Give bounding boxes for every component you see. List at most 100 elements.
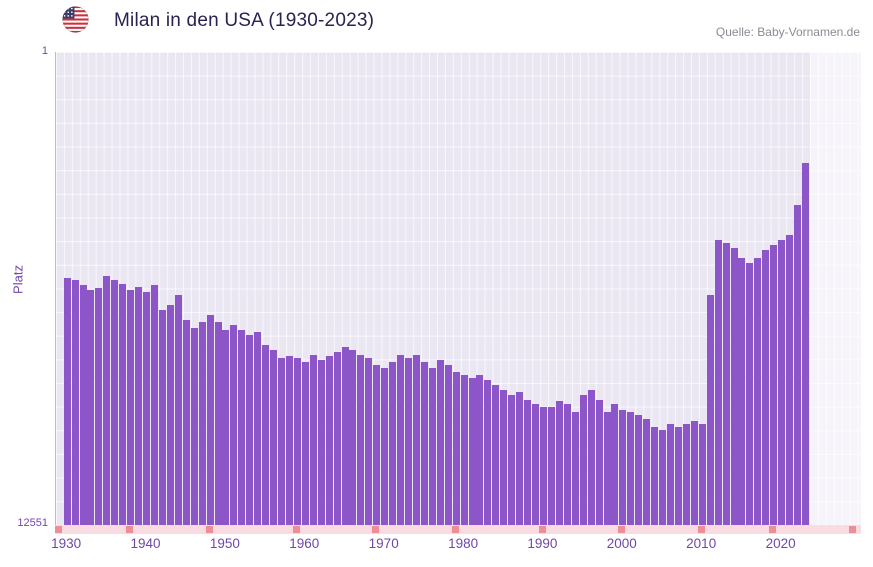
- bar-1960[interactable]: [301, 361, 309, 525]
- bar-1962[interactable]: [317, 359, 325, 525]
- bar-1979[interactable]: [452, 371, 460, 525]
- bar-1983[interactable]: [484, 379, 492, 525]
- bar-1968[interactable]: [365, 357, 373, 525]
- bar-2014[interactable]: [730, 247, 738, 525]
- bar-1947[interactable]: [198, 321, 206, 525]
- bar-1987[interactable]: [516, 391, 524, 525]
- bar-1957[interactable]: [278, 357, 285, 525]
- bar-1993[interactable]: [563, 404, 571, 525]
- bar-1938[interactable]: [127, 289, 135, 525]
- bar-1954[interactable]: [254, 331, 262, 525]
- bar-2016[interactable]: [746, 263, 754, 525]
- bar-1966[interactable]: [349, 349, 357, 525]
- bar-2011[interactable]: [706, 295, 714, 525]
- bar-1972[interactable]: [397, 354, 405, 525]
- bar-2008[interactable]: [682, 424, 690, 525]
- bar-1940[interactable]: [143, 291, 150, 525]
- bar-1963[interactable]: [325, 355, 333, 525]
- bar-1990[interactable]: [540, 407, 547, 525]
- bar-1964[interactable]: [333, 351, 341, 525]
- bar-1985[interactable]: [500, 389, 508, 525]
- bar-2005[interactable]: [659, 429, 666, 525]
- bar-1948[interactable]: [206, 314, 214, 525]
- bar-1986[interactable]: [508, 394, 516, 525]
- bar-1945[interactable]: [182, 319, 190, 525]
- bar-1982[interactable]: [476, 374, 484, 525]
- bar-1958[interactable]: [285, 355, 293, 525]
- bar-2006[interactable]: [667, 424, 674, 525]
- bar-2010[interactable]: [698, 424, 706, 525]
- bar-1981[interactable]: [468, 377, 476, 525]
- bar-2009[interactable]: [690, 421, 698, 525]
- bar-2019[interactable]: [770, 244, 778, 525]
- bar-1950[interactable]: [222, 329, 230, 525]
- bar-1939[interactable]: [135, 286, 143, 525]
- bar-1965[interactable]: [341, 347, 349, 525]
- bar-1956[interactable]: [270, 349, 277, 525]
- bar-2018[interactable]: [762, 250, 770, 525]
- bar-1971[interactable]: [389, 361, 397, 525]
- bar-2007[interactable]: [674, 427, 682, 525]
- bar-1969[interactable]: [373, 364, 381, 525]
- bar-1953[interactable]: [246, 334, 254, 525]
- bar-1941[interactable]: [150, 284, 158, 525]
- bar-1980[interactable]: [460, 374, 468, 525]
- bar-1933[interactable]: [87, 289, 95, 525]
- bar-2022[interactable]: [794, 205, 801, 525]
- bar-1975[interactable]: [420, 361, 428, 525]
- bar-2001[interactable]: [627, 411, 635, 525]
- y-tick-rank-12551: 12551: [17, 517, 48, 529]
- bar-1974[interactable]: [412, 354, 420, 525]
- bar-1961[interactable]: [309, 354, 317, 525]
- bar-1977[interactable]: [436, 359, 444, 525]
- bar-1937[interactable]: [119, 284, 127, 525]
- bar-2017[interactable]: [754, 258, 762, 525]
- bar-1973[interactable]: [405, 357, 412, 525]
- bar-1991[interactable]: [547, 407, 555, 525]
- bar-1998[interactable]: [603, 411, 611, 525]
- bar-1992[interactable]: [555, 401, 563, 525]
- bar-1931[interactable]: [71, 279, 79, 525]
- bar-2021[interactable]: [786, 235, 794, 525]
- bar-1930[interactable]: [63, 277, 71, 525]
- bar-1932[interactable]: [79, 285, 87, 525]
- bar-1946[interactable]: [190, 327, 198, 525]
- bar-1999[interactable]: [611, 404, 619, 525]
- x-tick-2020: 2020: [765, 536, 796, 551]
- bar-1976[interactable]: [428, 367, 436, 525]
- bar-1949[interactable]: [214, 321, 222, 525]
- bar-1997[interactable]: [595, 399, 603, 525]
- bar-2020[interactable]: [778, 240, 786, 525]
- us-flag-icon: [62, 6, 89, 33]
- bar-1952[interactable]: [238, 329, 246, 525]
- bar-1944[interactable]: [174, 294, 182, 525]
- bar-1994[interactable]: [571, 411, 579, 525]
- bar-2013[interactable]: [722, 243, 730, 525]
- bar-1951[interactable]: [230, 324, 238, 525]
- bar-1995[interactable]: [579, 394, 587, 525]
- source-link[interactable]: Quelle: Baby-Vornamen.de: [715, 25, 860, 39]
- bar-2004[interactable]: [651, 427, 659, 525]
- bar-2015[interactable]: [738, 258, 746, 525]
- bar-1988[interactable]: [524, 399, 532, 525]
- bar-1936[interactable]: [111, 280, 119, 525]
- bar-2012[interactable]: [714, 240, 722, 525]
- bar-1943[interactable]: [166, 304, 174, 525]
- bar-1955[interactable]: [262, 344, 270, 525]
- bar-1984[interactable]: [492, 384, 500, 525]
- bar-1996[interactable]: [587, 389, 595, 525]
- bar-1959[interactable]: [293, 357, 301, 525]
- bar-1942[interactable]: [158, 309, 166, 525]
- bar-1935[interactable]: [103, 275, 111, 525]
- bar-2002[interactable]: [635, 414, 643, 525]
- x-tick-1970: 1970: [368, 536, 399, 551]
- timeline-marker: [55, 526, 62, 533]
- bar-2023[interactable]: [801, 163, 809, 525]
- bar-1978[interactable]: [444, 364, 452, 525]
- bar-1989[interactable]: [532, 404, 539, 525]
- bar-1970[interactable]: [381, 367, 389, 525]
- bar-2000[interactable]: [619, 409, 627, 525]
- bar-1934[interactable]: [95, 287, 103, 525]
- bar-2003[interactable]: [643, 419, 651, 525]
- bar-1967[interactable]: [357, 354, 365, 525]
